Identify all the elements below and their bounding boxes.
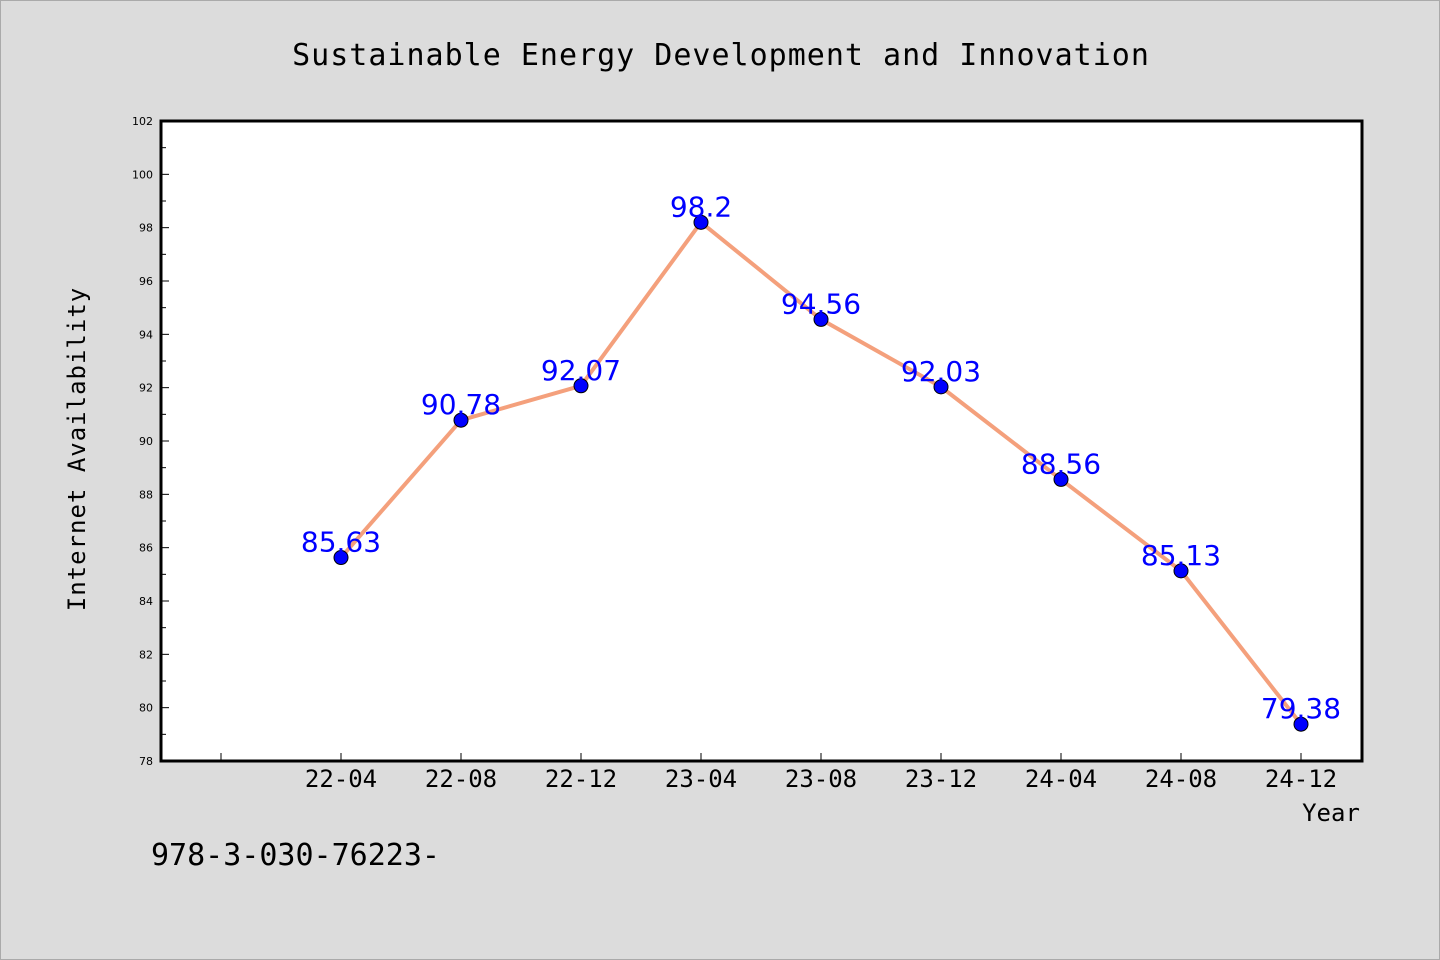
data-label: 90.78 [421,388,501,421]
x-axis-label: Year [1302,799,1360,827]
data-point [693,214,709,230]
data-label: 88.56 [1021,447,1101,480]
x-axis: 22-04 22-08 22-12 23-04 23-08 23-12 24-04 24-08… [220,753,1337,793]
x-tick-label: 22-08 [425,765,497,793]
y-axis-label: Internet Availability [63,287,91,611]
y-tick-label: 100 [132,168,153,181]
y-tick-label: 88 [139,488,153,501]
y-tick-label: 84 [139,595,153,608]
x-tick-label: 22-12 [545,765,617,793]
data-label: 94.56 [781,287,861,320]
x-tick-label: 22-04 [305,765,377,793]
y-tick-label: 82 [139,648,153,661]
data-label: 98.2 [670,190,732,223]
data-label: 85.63 [301,526,381,559]
data-point [333,550,349,566]
data-point [453,412,469,428]
data-label: 92.07 [541,354,621,387]
y-tick-label: 98 [139,222,153,235]
y-tick-label: 80 [139,702,153,715]
data-labels: 85.63 90.78 92.07 98.2 94.56 92.03 88.56 85.13 7… [301,190,1341,725]
y-tick-label: 92 [139,382,153,395]
data-point [1173,563,1189,579]
x-tick-label: 23-12 [905,765,977,793]
data-point [933,379,949,395]
x-tick-label: 23-08 [785,765,857,793]
y-tick-label: 102 [132,115,153,128]
data-point [573,378,589,394]
x-tick-label: 24-04 [1025,765,1097,793]
data-label: 85.13 [1141,539,1221,572]
data-label: 92.03 [901,355,981,388]
x-tick-label: 24-08 [1145,765,1217,793]
data-point [1293,716,1309,732]
y-tick-label: 94 [139,328,153,341]
y-tick-label: 90 [139,435,153,448]
y-tick-label: 78 [139,755,153,768]
y-tick-label: 96 [139,275,153,288]
y-axis: 78 80 82 84 86 88 90 92 94 96 98 100 102 [132,115,169,768]
data-point [1053,471,1069,487]
data-point [813,311,829,327]
y-tick-label: 86 [139,542,153,555]
data-label: 79.38 [1261,692,1341,725]
x-tick-label: 23-04 [665,765,737,793]
footer-code: 978-3-030-76223- [151,838,440,873]
x-tick-label: 24-12 [1265,765,1337,793]
plot-area [159,119,1364,763]
chart-title: Sustainable Energy Development and Innov… [292,38,1150,73]
data-points [333,214,1309,732]
